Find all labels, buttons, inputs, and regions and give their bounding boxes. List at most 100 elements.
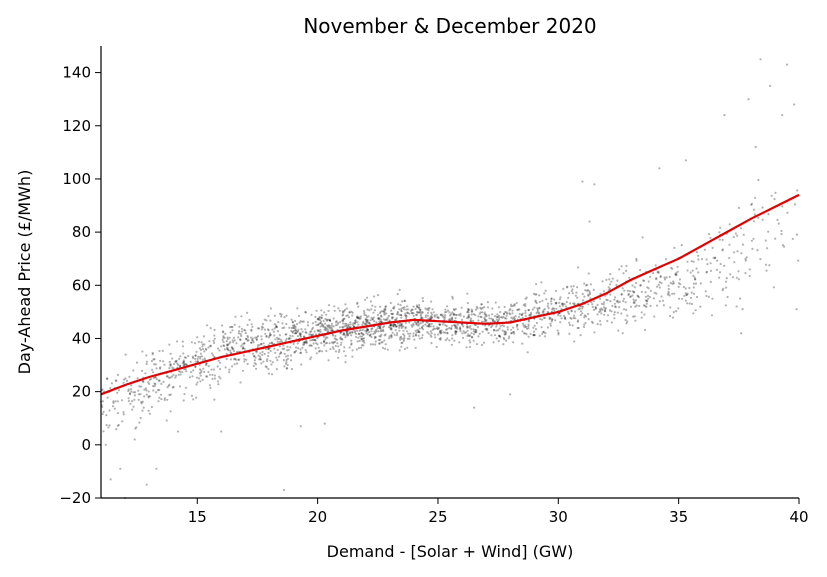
scatter-point [542, 316, 546, 319]
scatter-point [295, 322, 299, 326]
scatter-point [604, 307, 607, 310]
scatter-point [213, 328, 216, 331]
scatter-point [532, 333, 535, 337]
scatter-point [280, 315, 283, 318]
scatter-point [472, 330, 475, 333]
scatter-point [559, 321, 562, 324]
scatter-point [772, 286, 776, 289]
scatter-point [466, 325, 469, 328]
scatter-point [581, 292, 584, 296]
scatter-point [474, 323, 477, 327]
scatter-point [599, 323, 602, 326]
scatter-point [498, 316, 501, 319]
scatter-point [289, 337, 292, 340]
scatter-point [795, 308, 798, 311]
scatter-point [454, 313, 457, 316]
scatter-point [528, 314, 531, 317]
scatter-point [507, 337, 510, 340]
scatter-point [399, 303, 402, 307]
scatter-point [418, 306, 421, 309]
scatter-point [511, 317, 514, 320]
scatter-point [286, 357, 289, 360]
scatter-point [158, 349, 161, 353]
scatter-point [581, 305, 585, 308]
scatter-point [163, 363, 166, 366]
scatter-point [106, 377, 109, 381]
scatter-point [647, 297, 650, 300]
scatter-point [728, 223, 731, 226]
scatter-point [347, 316, 350, 319]
scatter-point [385, 318, 388, 321]
scatter-point [559, 296, 562, 299]
scatter-point [221, 338, 224, 341]
scatter-point [343, 325, 346, 328]
scatter-point [416, 320, 420, 323]
scatter-point [235, 362, 239, 365]
scatter-point [226, 346, 229, 349]
scatter-point [791, 237, 794, 240]
scatter-point [632, 301, 635, 304]
scatter-point [556, 329, 559, 332]
scatter-point [361, 323, 364, 326]
scatter-point [203, 343, 206, 346]
scatter-point [263, 328, 266, 331]
scatter-point [218, 349, 221, 352]
scatter-point [655, 285, 659, 288]
scatter-point [147, 409, 150, 412]
scatter-point [484, 328, 487, 331]
scatter-point [586, 312, 590, 316]
scatter-point [285, 359, 288, 362]
scatter-point [168, 383, 171, 386]
scatter-point [329, 348, 332, 351]
scatter-point [341, 338, 344, 341]
scatter-point [639, 284, 642, 287]
scatter-point [526, 351, 529, 354]
scatter-point [293, 351, 296, 354]
scatter-point [576, 296, 579, 299]
scatter-point [357, 323, 360, 326]
scatter-point [487, 331, 490, 335]
scatter-point [572, 302, 575, 305]
scatter-point [766, 247, 769, 250]
scatter-point [594, 306, 598, 310]
scatter-point [227, 349, 230, 352]
scatter-point [371, 343, 375, 346]
scatter-point [450, 343, 453, 346]
scatter-point [185, 363, 188, 366]
scatter-point [425, 308, 428, 311]
scatter-point [415, 313, 419, 316]
scatter-point [598, 310, 601, 314]
scatter-point [297, 347, 300, 350]
scatter-point [101, 412, 104, 416]
scatter-point [528, 320, 531, 323]
scatter-point [622, 308, 626, 311]
scatter-point [325, 319, 329, 322]
scatter-point [536, 307, 539, 310]
scatter-point [353, 325, 356, 328]
scatter-point [692, 282, 696, 285]
scatter-point [582, 325, 586, 329]
scatter-point [596, 313, 599, 316]
scatter-point [694, 282, 698, 285]
scatter-point [318, 322, 321, 325]
scatter-point [663, 276, 666, 279]
scatter-point [406, 311, 409, 314]
scatter-point [355, 332, 358, 336]
scatter-point [454, 333, 457, 336]
scatter-point [613, 317, 616, 320]
scatter-point [363, 322, 367, 325]
scatter-point [153, 363, 156, 366]
scatter-point [542, 330, 545, 334]
scatter-point [570, 317, 573, 320]
scatter-point [380, 329, 383, 332]
scatter-point [561, 303, 564, 306]
scatter-point [205, 362, 208, 365]
scatter-point [332, 334, 335, 337]
scatter-point [238, 358, 241, 361]
scatter-point [246, 362, 249, 365]
scatter-point [337, 321, 340, 325]
scatter-point [549, 324, 553, 327]
scatter-point [695, 295, 699, 299]
scatter-point [350, 342, 353, 345]
scatter-point [379, 327, 382, 330]
